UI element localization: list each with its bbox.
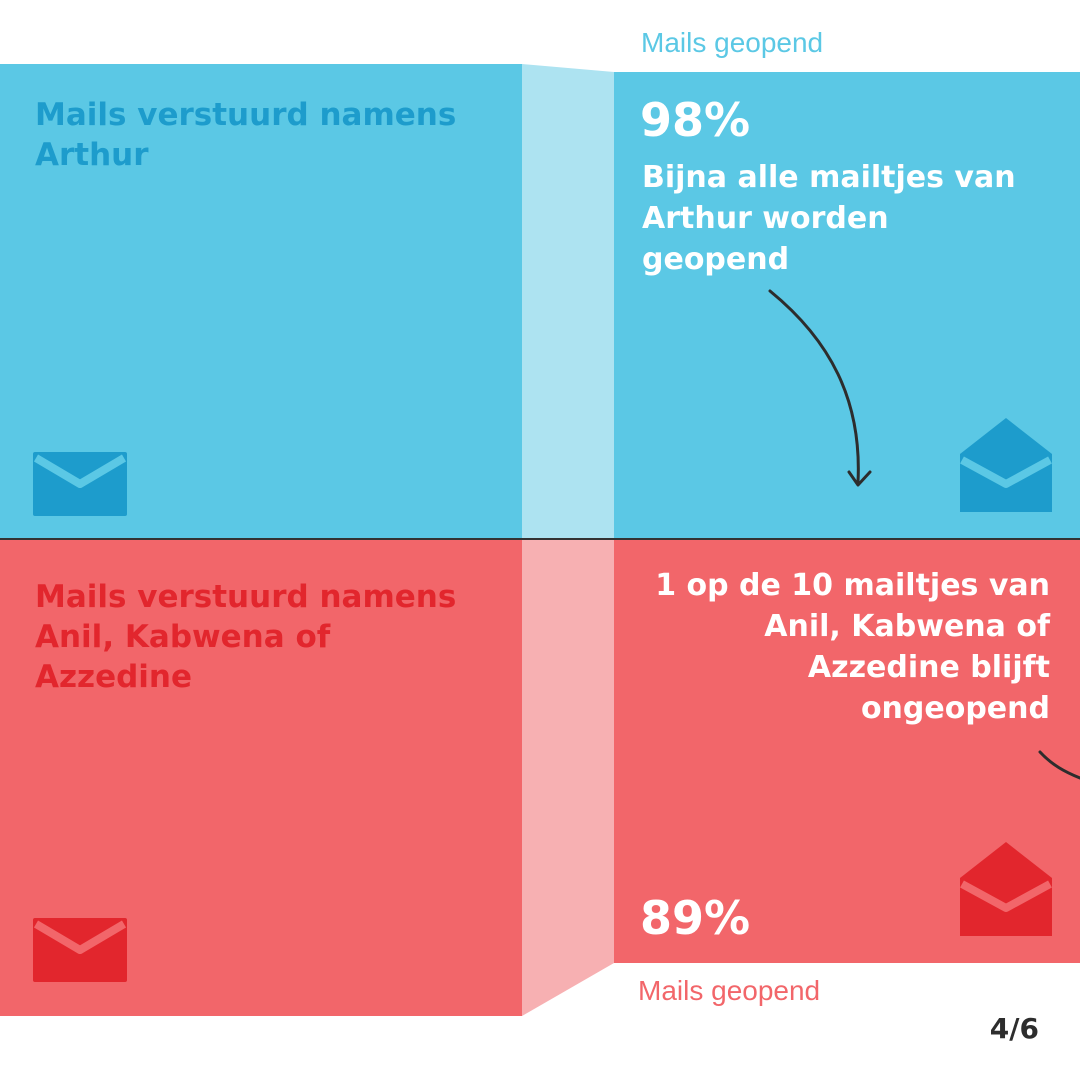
divider-line xyxy=(0,538,1080,540)
red-opened-label: Mails geopend xyxy=(638,975,821,1006)
blue-arrow-icon xyxy=(768,289,860,484)
blue-opened-label: Mails geopend xyxy=(641,27,824,58)
blue-arrowhead-icon xyxy=(847,470,872,487)
closed-envelope-icon xyxy=(33,918,127,982)
red-annotation: 1 op de 10 mailtjes van Anil, Kabwena of… xyxy=(655,568,1050,726)
open-envelope-icon xyxy=(960,418,1052,512)
red-connector xyxy=(522,540,614,1016)
closed-envelope-icon xyxy=(33,452,127,516)
red-percent-label: 89% xyxy=(640,891,751,945)
blue-block-title: Mails verstuurd namens Arthur xyxy=(35,97,457,173)
page-number: 4/6 xyxy=(989,1012,1039,1045)
blue-connector xyxy=(522,64,614,538)
open-envelope-icon xyxy=(960,842,1052,936)
blue-percent-label: 98% xyxy=(640,93,751,147)
blue-annotation: Bijna alle mailtjes van Arthur worden ge… xyxy=(642,160,1016,277)
red-block-title: Mails verstuurd namens Anil, Kabwena of … xyxy=(35,579,457,695)
red-arrow-icon xyxy=(1038,750,1080,780)
